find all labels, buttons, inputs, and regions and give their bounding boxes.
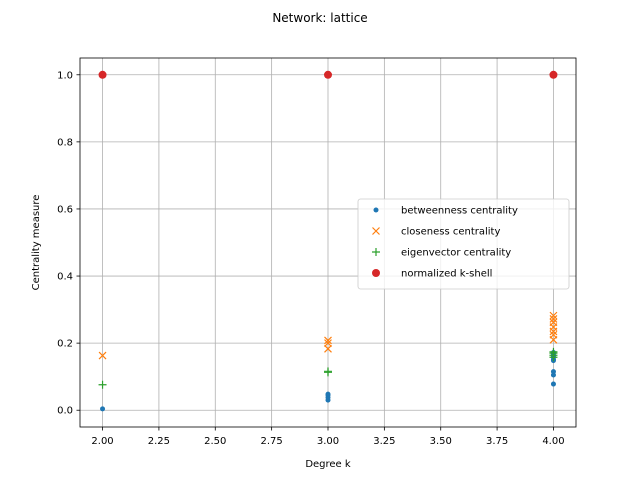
data-point-circle: [98, 70, 107, 79]
y-tick-label: 0.4: [57, 272, 73, 283]
axis-ticks: 2.00 2.25 2.50 2.75 3.00 3.25 3.50 3.75 4.00 0.0 0…: [57, 70, 564, 447]
data-point-x: [549, 318, 558, 327]
data-point-dot: [100, 406, 106, 412]
legend-label: betweenness centrality: [401, 206, 518, 217]
data-point-x: [324, 336, 332, 345]
plot-area: [98, 70, 558, 412]
x-tick-label: 2.00: [91, 436, 113, 447]
x-tick-label: 2.25: [148, 436, 170, 447]
legend-marker-dot: [373, 207, 379, 213]
y-tick-label: 1.0: [57, 70, 73, 81]
x-tick-label: 2.50: [204, 436, 226, 447]
legend-marker-plus: [372, 248, 380, 256]
legend-label: eigenvector centrality: [401, 248, 511, 259]
legend-label: normalized k-shell: [401, 269, 492, 280]
data-point-dot: [325, 391, 331, 397]
data-point-dot: [550, 381, 556, 387]
x-tick-label: 2.75: [261, 436, 283, 447]
data-point-x: [549, 311, 558, 320]
legend-label: closeness centrality: [401, 227, 500, 238]
data-point-plus: [549, 347, 558, 356]
legend-marker-circle: [372, 269, 380, 277]
data-point-circle: [324, 70, 332, 79]
chart-title: Network: lattice: [272, 11, 367, 25]
data-point-plus: [324, 367, 332, 376]
data-point-x: [98, 351, 107, 360]
x-tick-label: 3.50: [430, 436, 452, 447]
y-tick-label: 0.6: [57, 204, 73, 215]
legend-box: [357, 198, 570, 290]
x-tick-label: 4.00: [542, 436, 564, 447]
y-tick-label: 0.8: [57, 137, 73, 148]
x-tick-label: 3.75: [486, 436, 508, 447]
x-tick-label: 3.00: [317, 436, 339, 447]
data-point-x: [324, 344, 332, 353]
data-point-dot: [550, 369, 556, 375]
data-point-circle: [549, 70, 558, 79]
x-axis-label: Degree k: [305, 459, 351, 470]
y-tick-label: 0.2: [57, 339, 73, 350]
legend-marker-x: [372, 227, 380, 235]
legend: betweenness centrality closeness centrali…: [357, 198, 570, 290]
data-point-x: [549, 315, 558, 323]
data-point-plus: [98, 380, 107, 389]
data-point-x: [549, 330, 558, 339]
x-tick-label: 3.25: [373, 436, 395, 447]
data-point-x: [324, 339, 332, 348]
y-tick-label: 0.0: [57, 406, 73, 417]
y-axis-label: Centrality measure: [31, 195, 42, 291]
